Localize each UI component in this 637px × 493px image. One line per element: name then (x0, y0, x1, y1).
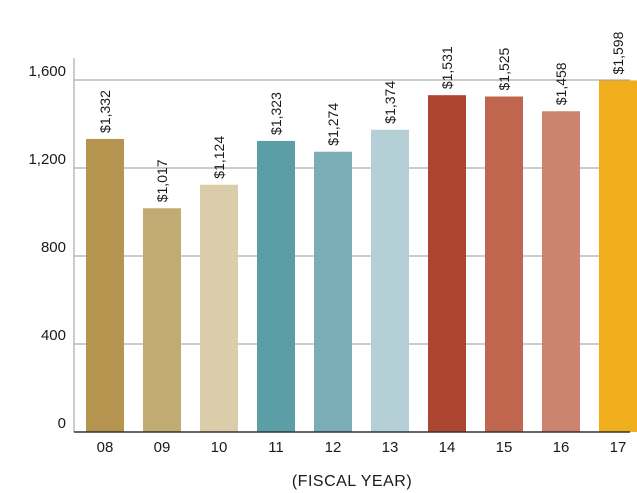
data-label-08: $1,332 (97, 90, 113, 133)
data-label-11: $1,323 (268, 92, 284, 135)
x-tick-label-14: 14 (439, 439, 456, 456)
x-axis-ticks: 08 09 10 11 12 13 14 15 16 17 (97, 439, 627, 456)
data-label-15: $1,525 (496, 47, 512, 90)
y-tick-label: 1,200 (28, 151, 66, 168)
y-tick-label: 0 (58, 415, 66, 432)
x-tick-label-11: 11 (268, 439, 284, 456)
bar-13 (371, 129, 409, 432)
x-tick-label-16: 16 (553, 439, 570, 456)
bar-10 (200, 184, 238, 432)
data-label-13: $1,374 (382, 81, 398, 124)
data-label-10: $1,124 (211, 136, 227, 179)
data-label-16: $1,458 (553, 62, 569, 105)
x-tick-label-15: 15 (496, 439, 513, 456)
data-label-14: $1,531 (439, 46, 455, 89)
x-axis-title: (FISCAL YEAR) (292, 473, 412, 490)
bar-16 (542, 111, 580, 433)
bar-08 (86, 138, 124, 432)
bar-17 (599, 80, 637, 432)
x-tick-label-12: 12 (325, 439, 342, 456)
x-tick-label-10: 10 (211, 439, 228, 456)
data-label-12: $1,274 (325, 103, 341, 146)
x-tick-label-17: 17 (610, 439, 627, 456)
x-tick-label-13: 13 (382, 439, 399, 456)
y-tick-label: 1,600 (28, 63, 66, 80)
y-axis-ticks: 0 400 800 1,200 1,600 (28, 63, 66, 432)
bar-14 (428, 95, 466, 433)
bar-15 (485, 96, 523, 432)
bars (86, 80, 637, 433)
x-tick-label-08: 08 (97, 439, 114, 456)
data-label-09: $1,017 (154, 159, 170, 202)
bar-09 (143, 208, 181, 432)
bar-11 (257, 140, 295, 432)
data-label-17: $1,598 (610, 31, 626, 74)
x-tick-label-09: 09 (154, 439, 171, 456)
data-labels: $1,332 $1,017 $1,124 $1,323 $1,274 $1,374 $1,5… (97, 31, 626, 202)
y-tick-label: 800 (41, 239, 66, 256)
y-tick-label: 400 (41, 327, 66, 344)
bar-12 (314, 151, 352, 432)
